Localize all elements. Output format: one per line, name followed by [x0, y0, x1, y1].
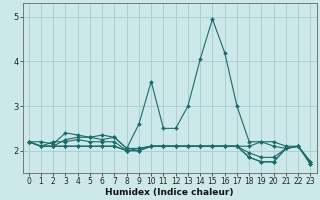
X-axis label: Humidex (Indice chaleur): Humidex (Indice chaleur)	[105, 188, 234, 197]
